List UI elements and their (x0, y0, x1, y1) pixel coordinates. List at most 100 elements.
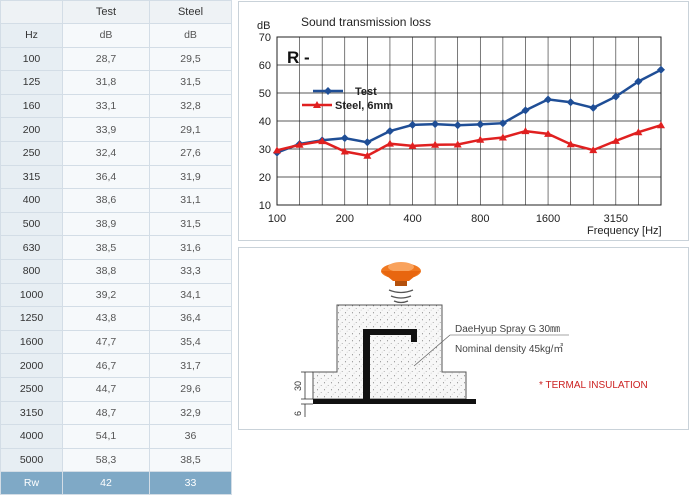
steel-point (566, 140, 575, 148)
test-point (566, 98, 575, 107)
steel-point (634, 128, 643, 136)
steel-cell: 29,5 (149, 46, 232, 72)
test-cell: 32,4 (62, 140, 150, 166)
frequency-cell: 400 (0, 188, 63, 213)
steel-point (431, 140, 440, 148)
header-test: Test (62, 0, 150, 24)
frequency-cell: 500 (0, 211, 63, 237)
legend: Test Steel, 6mm (302, 86, 393, 112)
unit-cell: dB (149, 23, 232, 48)
y-tick-label: 50 (259, 88, 271, 100)
leader-line (413, 334, 451, 367)
x-axis-label: Frequency [Hz] (587, 225, 662, 237)
x-tick-label: 400 (403, 213, 421, 225)
steel-cell: 31,5 (149, 211, 232, 237)
test-cell: 47,7 (62, 329, 150, 355)
table-row: 250 32,4 27,6 (0, 140, 232, 166)
test-point (476, 120, 485, 129)
table-row: 500 38,9 31,5 (0, 211, 232, 237)
test-cell: 58,3 (62, 447, 150, 473)
x-tick-label: 3150 (604, 213, 628, 225)
steel-cell: 29,6 (149, 376, 232, 402)
plot-frame (276, 36, 662, 206)
steel-point (318, 137, 327, 145)
steel-cell: 29,1 (149, 117, 232, 142)
test-cell: 39,2 (62, 282, 150, 308)
steel-point (385, 139, 394, 147)
test-point (498, 119, 507, 128)
steel-cell: 31,6 (149, 235, 232, 260)
steel-point (408, 141, 417, 149)
steel-cell: 32,9 (149, 400, 232, 426)
frequency-cell: 2000 (0, 353, 63, 378)
frequency-cell: 5000 (0, 447, 63, 473)
insulation-label: * TERMAL INSULATION (539, 380, 648, 391)
unit-cell: dB (62, 23, 150, 48)
chart-title: Sound transmission loss (301, 15, 431, 29)
table-row: 125 31,8 31,5 (0, 70, 232, 95)
test-cell: 46,7 (62, 353, 150, 378)
table-row: 4000 54,1 36 (0, 424, 232, 449)
table-row: 2500 44,7 29,6 (0, 376, 232, 402)
legend-steel-marker (313, 101, 321, 108)
insulation-diagram: DaeHyup Spray G 30㎜ Nominal density 45kg… (293, 262, 648, 417)
test-point (340, 134, 349, 143)
sound-loss-chart: 10 20 30 40 50 60 70 100 200 400 800 1600 3150 Sound… (257, 15, 665, 237)
test-cell: 28,7 (62, 46, 150, 72)
steel-point (521, 127, 530, 135)
steel-point (273, 146, 281, 154)
frequency-cell: 200 (0, 117, 63, 142)
frequency-cell: 100 (0, 46, 63, 72)
steel-point (340, 147, 349, 155)
test-point (657, 65, 665, 74)
legend-test-marker (324, 87, 332, 95)
frequency-cell: 4000 (0, 424, 63, 449)
test-cell: 38,5 (62, 235, 150, 260)
header-blank (0, 0, 63, 24)
steel-cell: 34,1 (149, 282, 232, 308)
x-tick-label: 1600 (536, 213, 560, 225)
frequency-cell: 800 (0, 258, 63, 284)
table-unit-row: Hz dB dB (0, 23, 232, 48)
table-row: 400 38,6 31,1 (0, 188, 232, 213)
steel-cell: 31,1 (149, 188, 232, 213)
table-row: 800 38,8 33,3 (0, 258, 232, 284)
test-cell: 44,7 (62, 376, 150, 402)
steel-cell: 35,4 (149, 329, 232, 355)
rw-value: 42 (62, 471, 150, 495)
density-label: Nominal density 45kg/㎥ (455, 342, 563, 355)
table-footer-row: Rw 42 33 (0, 471, 232, 495)
test-cell: 31,8 (62, 70, 150, 95)
frequency-cell: 2500 (0, 376, 63, 402)
series-line-test (276, 68, 662, 154)
table-row: 630 38,5 31,6 (0, 235, 232, 260)
steel-cell: 32,8 (149, 93, 232, 119)
frequency-cell: 630 (0, 235, 63, 260)
steel-cell: 38,5 (149, 447, 232, 473)
r-annotation: R - (287, 48, 310, 67)
y-tick-label: 40 (259, 116, 271, 128)
steel-cell: 31,9 (149, 164, 232, 190)
x-tick-label: 800 (471, 213, 489, 225)
x-tick-label: 100 (268, 213, 286, 225)
table-row: 3150 48,7 32,9 (0, 400, 232, 426)
rw-value: 33 (149, 471, 232, 495)
test-cell: 33,1 (62, 93, 150, 119)
test-point (385, 127, 394, 136)
test-point (521, 106, 530, 115)
table-row: 1600 47,7 35,4 (0, 329, 232, 355)
y-axis-unit: dB (257, 20, 270, 32)
table-header-row: Test Steel (0, 0, 232, 24)
frequency-cell: 1000 (0, 282, 63, 308)
test-cell: 43,8 (62, 306, 150, 331)
header-steel: Steel (149, 0, 232, 24)
steel-cell: 31,7 (149, 353, 232, 378)
insulation-foam (312, 304, 467, 400)
steel-cell: 27,6 (149, 140, 232, 166)
frequency-cell: 125 (0, 70, 63, 95)
test-point (611, 92, 620, 101)
sound-waves-icon (388, 289, 414, 304)
test-cell: 33,9 (62, 117, 150, 142)
spray-label: DaeHyup Spray G 30㎜ (455, 324, 560, 335)
steel-point (611, 136, 620, 144)
